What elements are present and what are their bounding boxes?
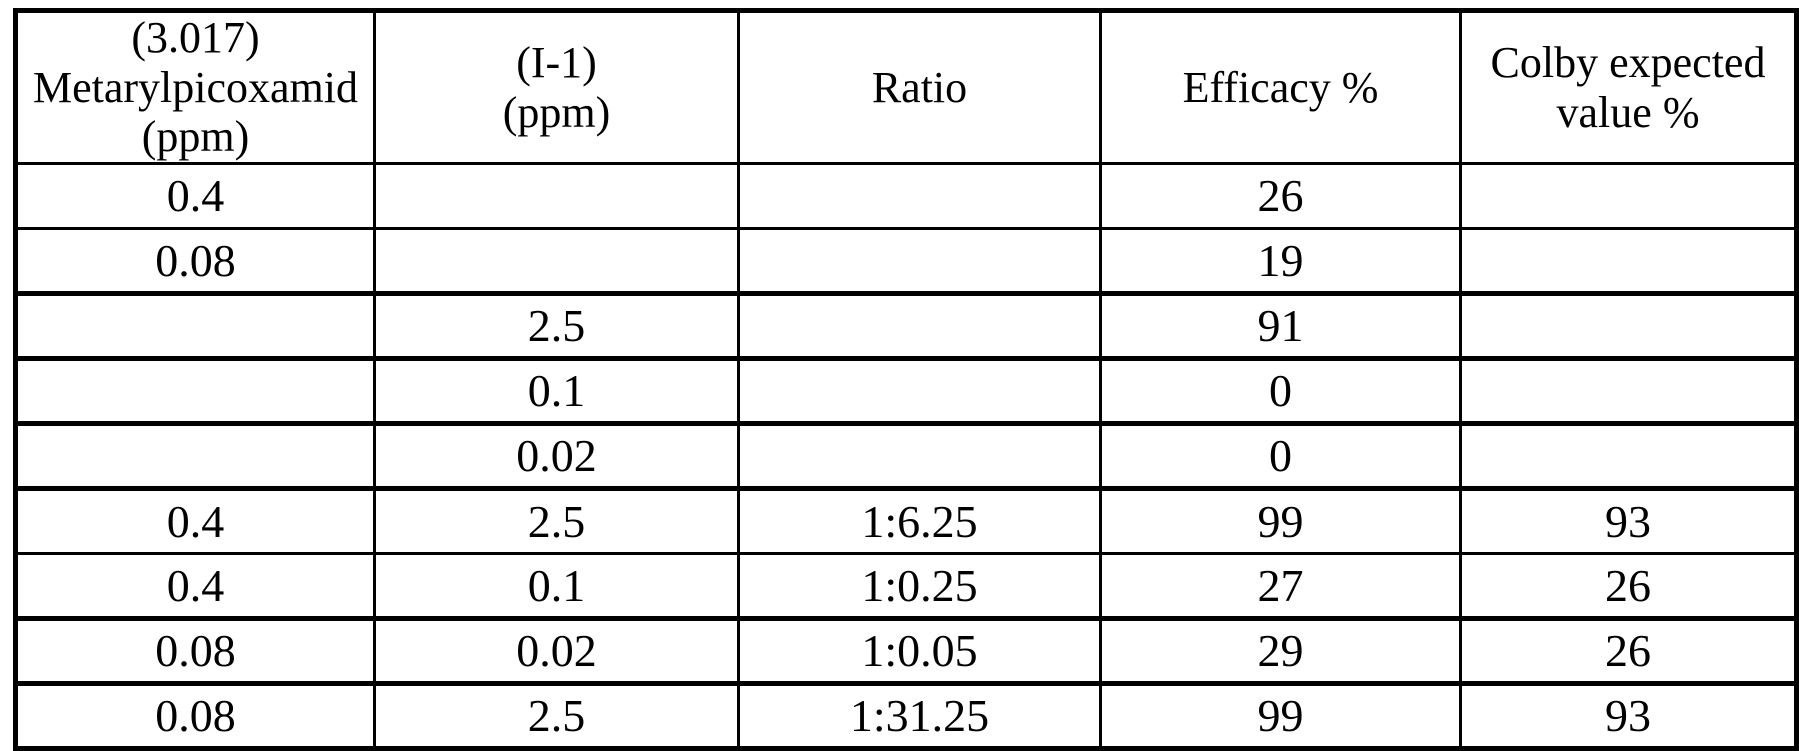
table-cell: 93	[1459, 487, 1798, 556]
table-cell: 26	[1459, 552, 1798, 622]
table-cell: 93	[1459, 682, 1798, 751]
table-row: 0.4 26	[14, 162, 1798, 231]
table-cell	[737, 162, 1102, 231]
column-header-metarylpicoxamid-ppm: (3.017) Metarylpicoxamid (ppm)	[14, 8, 376, 166]
table-row: 0.4 2.5 1:6.25 99 93	[14, 487, 1798, 556]
table-cell: 0.08	[14, 682, 376, 751]
table-cell	[1459, 422, 1798, 492]
table-cell: 0.1	[373, 357, 740, 427]
table-cell	[373, 227, 740, 297]
table-cell: 0.02	[373, 617, 740, 687]
table-cell	[1459, 292, 1798, 362]
table-row: 0.02 0	[14, 422, 1798, 492]
table-cell: 1:6.25	[737, 487, 1102, 556]
table-header: (3.017) Metarylpicoxamid (ppm) (I-1) (pp…	[14, 8, 1798, 166]
header-row: (3.017) Metarylpicoxamid (ppm) (I-1) (pp…	[14, 8, 1798, 166]
table-cell: 0.08	[14, 617, 376, 687]
table-cell: 2.5	[373, 682, 740, 751]
table-cell	[737, 292, 1102, 362]
table-cell: 99	[1099, 682, 1462, 751]
table-row: 0.08 0.02 1:0.05 29 26	[14, 617, 1798, 687]
table-cell: 0	[1099, 357, 1462, 427]
column-header-colby-expected-value: Colby expected value %	[1459, 8, 1798, 166]
table-cell	[14, 292, 376, 362]
table-row: 2.5 91	[14, 292, 1798, 362]
results-table-container: (3.017) Metarylpicoxamid (ppm) (I-1) (pp…	[13, 8, 1799, 751]
table-cell	[737, 357, 1102, 427]
table-cell: 1:0.25	[737, 552, 1102, 622]
table-cell: 29	[1099, 617, 1462, 687]
table-cell: 0.1	[373, 552, 740, 622]
table-cell: 2.5	[373, 487, 740, 556]
table-cell: 19	[1099, 227, 1462, 297]
table-cell: 99	[1099, 487, 1462, 556]
table-cell: 0.08	[14, 227, 376, 297]
table-cell	[14, 357, 376, 427]
table-row: 0.08 2.5 1:31.25 99 93	[14, 682, 1798, 751]
table-cell: 0	[1099, 422, 1462, 492]
table-cell: 1:0.05	[737, 617, 1102, 687]
column-header-i1-ppm: (I-1) (ppm)	[373, 8, 740, 166]
table-cell: 0.02	[373, 422, 740, 492]
table-cell: 27	[1099, 552, 1462, 622]
table-cell: 0.4	[14, 552, 376, 622]
efficacy-results-table: (3.017) Metarylpicoxamid (ppm) (I-1) (pp…	[13, 8, 1799, 751]
table-cell	[1459, 227, 1798, 297]
table-cell: 91	[1099, 292, 1462, 362]
table-body: 0.4 26 0.08 19 2.5 91	[14, 162, 1798, 751]
table-cell	[1459, 162, 1798, 231]
table-cell	[737, 422, 1102, 492]
table-cell: 0.4	[14, 162, 376, 231]
table-cell: 26	[1099, 162, 1462, 231]
table-row: 0.4 0.1 1:0.25 27 26	[14, 552, 1798, 622]
table-cell: 26	[1459, 617, 1798, 687]
table-cell: 1:31.25	[737, 682, 1102, 751]
table-cell	[373, 162, 740, 231]
table-cell	[737, 227, 1102, 297]
table-row: 0.08 19	[14, 227, 1798, 297]
table-cell	[14, 422, 376, 492]
column-header-efficacy-percent: Efficacy %	[1099, 8, 1462, 166]
table-cell: 0.4	[14, 487, 376, 556]
column-header-ratio: Ratio	[737, 8, 1102, 166]
table-row: 0.1 0	[14, 357, 1798, 427]
table-cell: 2.5	[373, 292, 740, 362]
table-cell	[1459, 357, 1798, 427]
